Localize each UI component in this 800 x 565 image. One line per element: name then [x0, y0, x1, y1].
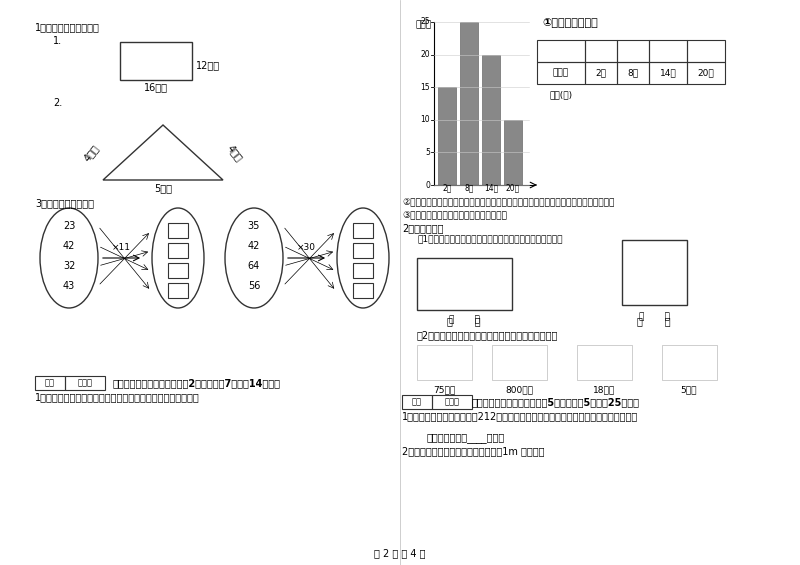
- Bar: [168, 283, 188, 298]
- Bar: [687, 62, 725, 84]
- Text: 1．用一根铁丝做一个边长为212厘米的正方形框架，正好用完，这根铁丝长多少厘米？: 1．用一根铁丝做一个边长为212厘米的正方形框架，正好用完，这根铁丝长多少厘米？: [402, 411, 638, 421]
- Text: ②这一天的最高气温是（　　）度，最低气温是（　　）度，平均气温大约（　　）度。: ②这一天的最高气温是（ ）度，最低气温是（ ）度，平均气温大约（ ）度。: [402, 197, 614, 206]
- Text: 8时: 8时: [627, 68, 638, 77]
- Text: 2．在一块长方形的花坦四周，铺上割1m 的小路。: 2．在一块长方形的花坦四周，铺上割1m 的小路。: [402, 446, 545, 456]
- Text: 64: 64: [248, 261, 260, 271]
- Bar: [35, 376, 65, 390]
- Text: 42: 42: [63, 241, 75, 251]
- Text: 评卷人: 评卷人: [445, 398, 459, 406]
- Bar: [353, 283, 373, 298]
- Bar: [417, 345, 472, 380]
- Bar: [585, 62, 617, 84]
- Text: 8时: 8时: [464, 183, 474, 192]
- Text: 时　间: 时 间: [553, 68, 569, 77]
- Text: 12厘米: 12厘米: [196, 60, 220, 70]
- Text: ×11: ×11: [112, 243, 131, 252]
- Text: 评卷人: 评卷人: [78, 379, 93, 388]
- Bar: [438, 87, 456, 185]
- Text: （1）、量出下面各图形中每条边的长度。（以毫米为单位）: （1）、量出下面各图形中每条边的长度。（以毫米为单位）: [417, 234, 562, 243]
- Bar: [168, 223, 188, 238]
- Text: 4分米: 4分米: [82, 143, 101, 163]
- Text: （       ）: （ ）: [449, 315, 479, 324]
- Text: 32: 32: [63, 261, 75, 271]
- Bar: [353, 243, 373, 258]
- Text: 43: 43: [63, 281, 75, 291]
- Text: 2．实践操作：: 2．实践操作：: [402, 223, 443, 233]
- Bar: [537, 62, 585, 84]
- Text: 得分: 得分: [45, 379, 55, 388]
- Bar: [577, 345, 632, 380]
- Text: 气温(度): 气温(度): [550, 90, 573, 99]
- Text: 2.: 2.: [53, 98, 62, 108]
- Text: 25: 25: [420, 18, 430, 27]
- Text: 14时: 14时: [660, 68, 676, 77]
- Text: 10: 10: [420, 115, 430, 124]
- Text: 18千米: 18千米: [593, 385, 615, 394]
- Text: 20时: 20时: [698, 68, 714, 77]
- Bar: [460, 22, 478, 185]
- Bar: [168, 243, 188, 258]
- Bar: [492, 345, 547, 380]
- Text: ①根据统计图填表: ①根据统计图填表: [542, 18, 598, 28]
- Text: ③实际算一算，这天的平均气温是多少度？: ③实际算一算，这天的平均气温是多少度？: [402, 210, 507, 219]
- Bar: [353, 263, 373, 278]
- Text: 0: 0: [425, 180, 430, 189]
- Text: 1.: 1.: [53, 36, 62, 46]
- Text: 14时: 14时: [484, 183, 498, 192]
- Text: 4分米: 4分米: [225, 143, 244, 163]
- Bar: [537, 40, 585, 62]
- Text: 第 2 页 共 4 页: 第 2 页 共 4 页: [374, 548, 426, 558]
- Text: （       ）: （ ）: [447, 316, 481, 326]
- Bar: [353, 223, 373, 238]
- Bar: [168, 263, 188, 278]
- Text: （       ）: （ ）: [637, 316, 671, 326]
- Text: 20: 20: [420, 50, 430, 59]
- Text: 六、活用知识，解决问题（共5小题，每题5分，共25分）。: 六、活用知识，解决问题（共5小题，每题5分，共25分）。: [472, 397, 640, 407]
- Text: （度）: （度）: [416, 20, 432, 29]
- Text: 42: 42: [248, 241, 260, 251]
- Text: 23: 23: [63, 221, 75, 231]
- Bar: [687, 40, 725, 62]
- Text: 2时: 2时: [595, 68, 606, 77]
- Text: ×30: ×30: [297, 243, 316, 252]
- Text: 3．算一算，填一填。: 3．算一算，填一填。: [35, 198, 94, 208]
- Text: 得分: 得分: [412, 398, 422, 406]
- Bar: [417, 258, 512, 310]
- Bar: [504, 120, 522, 185]
- Bar: [585, 40, 617, 62]
- Bar: [617, 40, 649, 62]
- Bar: [120, 42, 192, 80]
- Text: 5千米: 5千米: [681, 385, 698, 394]
- Text: 35: 35: [248, 221, 260, 231]
- Text: （       ）: （ ）: [638, 312, 670, 321]
- Text: 15: 15: [420, 82, 430, 92]
- Text: 五、认真思考，综合能力（共2个题，每题7分，共14分）。: 五、认真思考，综合能力（共2个题，每题7分，共14分）。: [113, 378, 281, 388]
- Bar: [482, 55, 500, 185]
- Text: 800千米: 800千米: [505, 385, 533, 394]
- Bar: [649, 40, 687, 62]
- Text: 56: 56: [248, 281, 260, 291]
- Text: 1．求下面图形的周长。: 1．求下面图形的周长。: [35, 22, 100, 32]
- Bar: [402, 395, 432, 409]
- Text: 答：这根铁丝长____厘米。: 答：这根铁丝长____厘米。: [427, 433, 506, 443]
- Text: （2）、把每小时行的路程与合适的出行方式连起来。: （2）、把每小时行的路程与合适的出行方式连起来。: [417, 330, 558, 340]
- Bar: [432, 395, 472, 409]
- Text: 1．下面是气温自测仪上记录的某天四个不同时间的气温情况：: 1．下面是气温自测仪上记录的某天四个不同时间的气温情况：: [35, 392, 200, 402]
- Text: 5: 5: [425, 148, 430, 157]
- Bar: [617, 62, 649, 84]
- Text: 2时: 2时: [442, 183, 452, 192]
- Bar: [649, 62, 687, 84]
- Text: 5分米: 5分米: [154, 183, 172, 193]
- Text: 16厘米: 16厘米: [144, 82, 168, 92]
- Text: 20时: 20时: [506, 183, 520, 192]
- Bar: [662, 345, 717, 380]
- Bar: [65, 376, 105, 390]
- Text: 75千米: 75千米: [433, 385, 455, 394]
- Bar: [622, 240, 687, 305]
